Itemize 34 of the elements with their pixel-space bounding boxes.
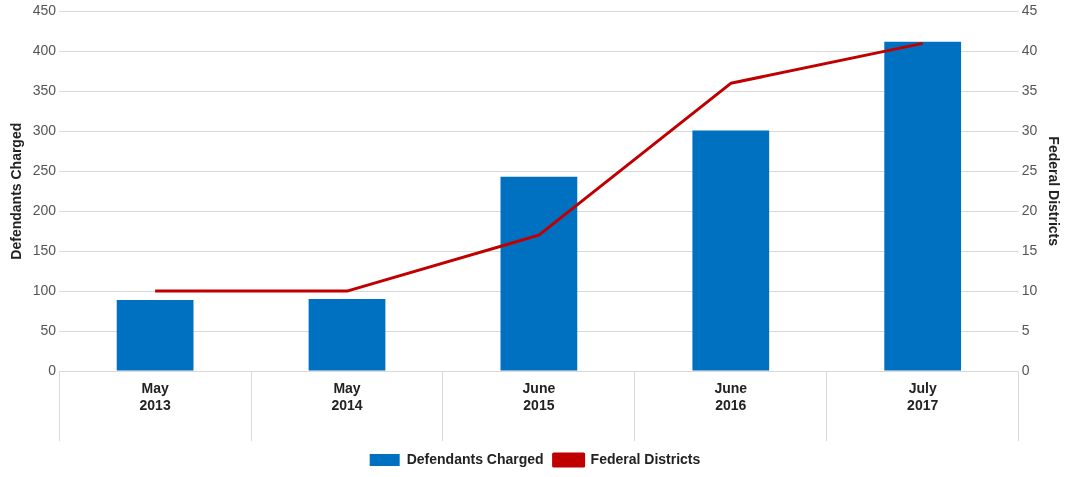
y2-tick-label: 40	[1021, 42, 1038, 59]
y-tick-label: 150	[32, 241, 57, 258]
y-tick-label: 350	[32, 82, 57, 99]
y2-tick-label: 20	[1021, 202, 1038, 219]
y2-tick-label: 45	[1021, 2, 1038, 19]
y-tick-label: 0	[48, 361, 57, 378]
y-tick-label: 100	[32, 281, 57, 298]
y-tick-label: 400	[32, 42, 57, 59]
y2-tick-label: 10	[1021, 281, 1038, 298]
y2-tick-label: 25	[1021, 162, 1038, 179]
y-tick-label: 450	[32, 2, 57, 19]
x-tick-label: July 2017	[907, 380, 939, 414]
legend-label: Federal Districts	[590, 450, 701, 467]
y-axis-title: Defendants Charged	[8, 122, 25, 260]
x-tick-label: May 2014	[331, 380, 363, 414]
y2-axis-title: Federal Districts	[1045, 136, 1062, 247]
x-tick-label: June 2016	[714, 380, 748, 414]
x-tick-label: June 2015	[522, 380, 556, 414]
y-tick-label: 200	[32, 202, 57, 219]
y-tick-label: 300	[32, 122, 57, 139]
y2-tick-label: 15	[1021, 241, 1038, 258]
legend-label: Defendants Charged	[406, 450, 544, 467]
y2-tick-label: 5	[1021, 321, 1030, 338]
y2-tick-label: 30	[1021, 122, 1038, 139]
bar	[692, 130, 770, 371]
bar	[308, 299, 386, 371]
y2-tick-label: 0	[1021, 361, 1030, 378]
x-tick-label: May 2013	[139, 380, 171, 414]
bar	[884, 41, 962, 371]
y2-tick-label: 35	[1021, 82, 1038, 99]
bar	[500, 176, 578, 371]
y-tick-label: 250	[32, 162, 57, 179]
bar	[116, 299, 194, 371]
y-tick-label: 50	[40, 321, 57, 338]
